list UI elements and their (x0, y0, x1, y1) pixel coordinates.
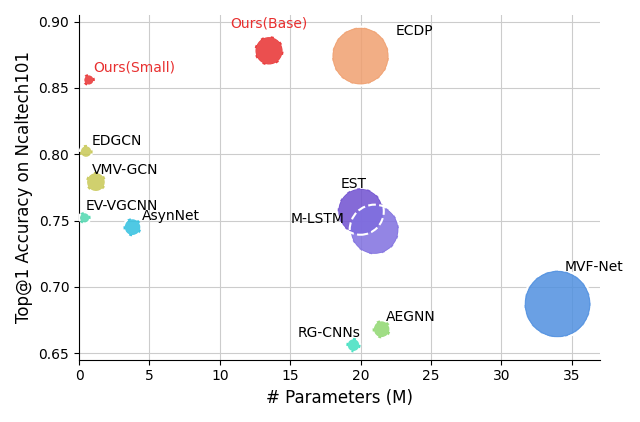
Ellipse shape (347, 338, 360, 352)
Ellipse shape (333, 28, 388, 84)
Text: Ours(Small): Ours(Small) (93, 61, 175, 75)
Ellipse shape (80, 146, 92, 157)
Text: AEGNN: AEGNN (386, 310, 436, 324)
Text: EDGCN: EDGCN (92, 134, 142, 148)
Ellipse shape (86, 173, 106, 192)
Text: VMV-GCN: VMV-GCN (92, 163, 158, 177)
Text: Ours(Base): Ours(Base) (230, 17, 308, 31)
Text: AsynNet: AsynNet (142, 209, 200, 223)
Ellipse shape (124, 219, 141, 235)
Text: EV-VGCNN: EV-VGCNN (86, 199, 159, 213)
Ellipse shape (525, 271, 590, 337)
X-axis label: # Parameters (M): # Parameters (M) (266, 389, 413, 407)
Ellipse shape (255, 37, 283, 65)
Text: ECDP: ECDP (396, 24, 433, 38)
Ellipse shape (339, 189, 383, 234)
Ellipse shape (351, 206, 398, 254)
Y-axis label: Top@1 Accuracy on Ncaltech101: Top@1 Accuracy on Ncaltech101 (15, 51, 33, 323)
Text: RG-CNNs: RG-CNNs (297, 326, 360, 340)
Ellipse shape (84, 75, 94, 85)
Text: MVF-Net: MVF-Net (564, 260, 623, 273)
Text: EST: EST (340, 177, 367, 191)
Ellipse shape (79, 213, 90, 223)
Ellipse shape (373, 321, 390, 338)
Text: M-LSTM: M-LSTM (290, 212, 344, 226)
